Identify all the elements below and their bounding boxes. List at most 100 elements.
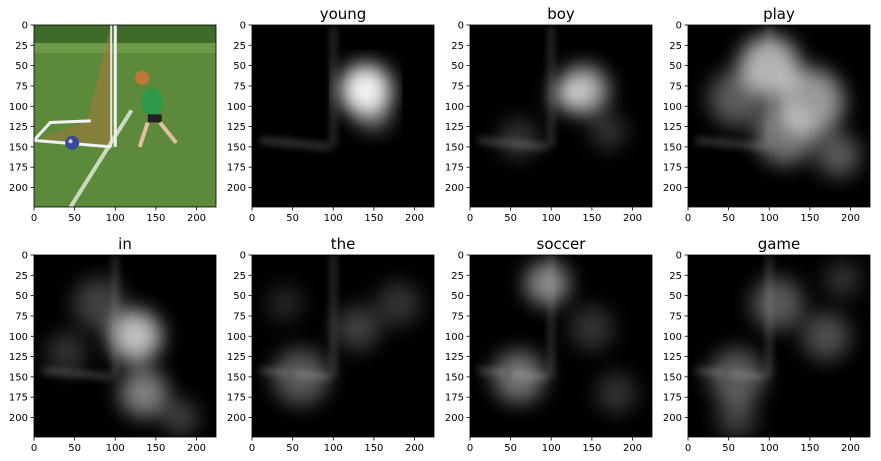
y-tick-label: 125 xyxy=(445,352,464,363)
x-tick-label: 0 xyxy=(249,443,255,454)
panel-title: boy xyxy=(547,5,575,23)
panel-in: in 0 50 100 150 200 0 25 50 75 100 125 150 175 200 xyxy=(9,235,216,454)
y-tick-label: 75 xyxy=(451,81,464,92)
x-tick-label: 150 xyxy=(364,213,383,224)
attention-map xyxy=(688,25,870,207)
photo-image xyxy=(34,25,216,207)
y-tick-label: 100 xyxy=(9,332,28,343)
x-tick-label: 0 xyxy=(467,213,473,224)
y-tick-label: 25 xyxy=(451,41,464,52)
x-tick-label: 0 xyxy=(31,443,37,454)
x-tick-label: 0 xyxy=(467,443,473,454)
y-tick-label: 0 xyxy=(676,21,682,32)
y-tick-label: 200 xyxy=(663,183,682,194)
y-tick-label: 125 xyxy=(445,122,464,133)
x-tick-label: 50 xyxy=(722,213,735,224)
x-tick-label: 200 xyxy=(623,213,642,224)
x-tick-label: 50 xyxy=(286,213,299,224)
panel-image: 0 50 100 150 200 0 25 50 75 100 125 150 175 200 xyxy=(9,21,216,225)
x-tick-label: 150 xyxy=(800,443,819,454)
y-tick-label: 100 xyxy=(663,332,682,343)
x-tick-label: 150 xyxy=(582,213,601,224)
x-tick-label: 0 xyxy=(249,213,255,224)
y-tick-label: 0 xyxy=(240,21,246,32)
y-tick-label: 0 xyxy=(676,251,682,262)
y-tick-label: 175 xyxy=(445,163,464,174)
y-tick-label: 0 xyxy=(22,21,28,32)
y-tick-label: 100 xyxy=(227,332,246,343)
x-tick-label: 150 xyxy=(364,443,383,454)
x-tick-label: 100 xyxy=(760,443,779,454)
panel-title: game xyxy=(758,235,801,253)
y-tick-label: 175 xyxy=(663,393,682,404)
x-tick-label: 50 xyxy=(722,443,735,454)
x-tick-label: 100 xyxy=(760,213,779,224)
y-tick-label: 50 xyxy=(669,291,682,302)
panel-title: in xyxy=(118,235,132,253)
x-tick-label: 200 xyxy=(623,443,642,454)
x-tick-label: 200 xyxy=(841,443,860,454)
panel-title: play xyxy=(763,5,795,23)
panel-title: the xyxy=(331,235,356,253)
x-tick-label: 200 xyxy=(405,443,424,454)
y-tick-label: 100 xyxy=(227,102,246,113)
y-tick-label: 50 xyxy=(15,61,28,72)
x-tick-label: 0 xyxy=(31,213,37,224)
y-tick-label: 175 xyxy=(227,393,246,404)
y-tick-label: 75 xyxy=(669,81,682,92)
y-tick-label: 100 xyxy=(445,332,464,343)
x-tick-label: 100 xyxy=(324,443,343,454)
y-tick-label: 175 xyxy=(9,393,28,404)
y-tick-label: 0 xyxy=(458,251,464,262)
x-tick-label: 0 xyxy=(685,213,691,224)
x-tick-label: 200 xyxy=(187,443,206,454)
attention-map xyxy=(34,255,216,437)
y-tick-label: 75 xyxy=(451,311,464,322)
y-tick-label: 175 xyxy=(663,163,682,174)
panel-soccer: soccer 0 50 100 150 200 0 25 50 75 100 125 150 175 200 xyxy=(445,235,652,454)
y-tick-label: 100 xyxy=(445,102,464,113)
y-tick-label: 125 xyxy=(227,122,246,133)
x-tick-label: 100 xyxy=(324,213,343,224)
y-tick-label: 75 xyxy=(233,311,246,322)
attention-map xyxy=(688,255,870,438)
x-tick-label: 50 xyxy=(504,443,517,454)
panel-young: young 0 50 100 150 200 0 25 50 75 100 125 150 175 200 xyxy=(227,5,434,224)
x-tick-label: 50 xyxy=(68,443,81,454)
panel-play: play 0 50 100 150 200 0 25 50 75 100 125 150 175 200 xyxy=(663,5,870,224)
y-tick-label: 150 xyxy=(227,142,246,153)
y-tick-label: 150 xyxy=(9,142,28,153)
attention-map xyxy=(470,25,652,207)
y-tick-label: 175 xyxy=(9,163,28,174)
y-tick-label: 25 xyxy=(669,41,682,52)
y-tick-label: 125 xyxy=(9,122,28,133)
y-tick-label: 0 xyxy=(240,251,246,262)
x-tick-label: 150 xyxy=(146,213,165,224)
y-tick-label: 200 xyxy=(445,413,464,424)
y-tick-label: 100 xyxy=(663,102,682,113)
y-tick-label: 50 xyxy=(15,291,28,302)
y-tick-label: 125 xyxy=(663,122,682,133)
y-tick-label: 150 xyxy=(663,372,682,383)
x-tick-label: 50 xyxy=(286,443,299,454)
y-tick-label: 75 xyxy=(233,81,246,92)
y-tick-label: 125 xyxy=(663,352,682,363)
y-tick-label: 25 xyxy=(15,41,28,52)
x-tick-label: 100 xyxy=(106,443,125,454)
x-tick-label: 200 xyxy=(405,213,424,224)
y-tick-label: 100 xyxy=(9,102,28,113)
y-tick-label: 200 xyxy=(445,183,464,194)
y-tick-label: 125 xyxy=(9,352,28,363)
y-tick-label: 200 xyxy=(9,183,28,194)
panel-game: game 0 50 100 150 200 0 25 50 75 100 125 150 175 200 xyxy=(663,235,870,454)
panel-boy: boy 0 50 100 150 200 0 25 50 75 100 125 150 175 200 xyxy=(445,5,652,224)
x-tick-label: 150 xyxy=(582,443,601,454)
attention-map xyxy=(252,25,434,207)
y-tick-label: 150 xyxy=(227,372,246,383)
y-tick-label: 75 xyxy=(15,81,28,92)
x-tick-label: 150 xyxy=(146,443,165,454)
y-tick-label: 25 xyxy=(15,271,28,282)
panel-title: young xyxy=(320,5,367,23)
y-tick-label: 200 xyxy=(9,413,28,424)
